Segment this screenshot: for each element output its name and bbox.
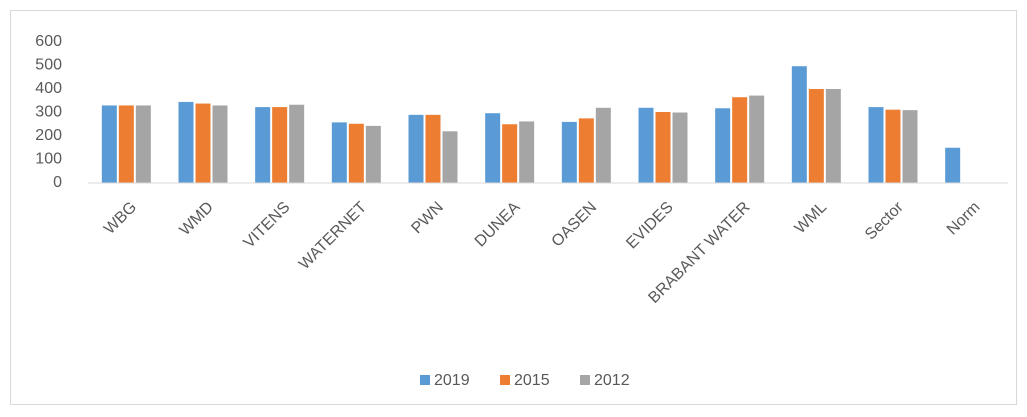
bar bbox=[289, 104, 305, 183]
y-tick-label: 0 bbox=[53, 174, 62, 191]
bar bbox=[348, 123, 364, 183]
legend-swatch bbox=[420, 375, 430, 385]
bar bbox=[135, 105, 151, 183]
bar bbox=[885, 109, 901, 183]
y-tick-label: 400 bbox=[35, 80, 62, 97]
bar bbox=[749, 95, 765, 183]
y-tick-label: 200 bbox=[35, 127, 62, 144]
bar bbox=[578, 118, 594, 183]
bar bbox=[672, 112, 688, 183]
y-tick-label: 500 bbox=[35, 57, 62, 74]
bar bbox=[732, 97, 748, 183]
bar bbox=[485, 113, 501, 183]
bar bbox=[118, 105, 134, 183]
bar bbox=[808, 89, 824, 183]
chart-border bbox=[10, 10, 1017, 405]
legend-label: 2012 bbox=[594, 372, 630, 389]
bar bbox=[408, 114, 424, 183]
legend-swatch bbox=[500, 375, 510, 385]
bar bbox=[425, 114, 441, 183]
bar bbox=[178, 101, 194, 183]
bar bbox=[825, 89, 841, 183]
y-tick-label: 300 bbox=[35, 104, 62, 121]
y-tick-label: 100 bbox=[35, 151, 62, 168]
bar bbox=[502, 124, 518, 183]
bar bbox=[791, 66, 807, 183]
y-tick-label: 600 bbox=[35, 33, 62, 50]
bar bbox=[945, 147, 961, 183]
bar bbox=[595, 107, 611, 183]
bar bbox=[638, 107, 654, 183]
bar bbox=[868, 107, 884, 183]
bar bbox=[442, 131, 458, 183]
bar bbox=[715, 108, 731, 183]
bar bbox=[519, 121, 535, 183]
bar bbox=[101, 105, 117, 183]
legend-label: 2019 bbox=[434, 372, 470, 389]
legend-label: 2015 bbox=[514, 372, 550, 389]
bar bbox=[902, 110, 918, 183]
bar bbox=[365, 125, 381, 183]
bar bbox=[195, 103, 211, 183]
bar bbox=[655, 112, 671, 183]
bar bbox=[212, 105, 228, 183]
legend-swatch bbox=[580, 375, 590, 385]
bar bbox=[272, 107, 288, 183]
bar bbox=[331, 122, 347, 183]
bar bbox=[561, 121, 577, 183]
bar bbox=[255, 107, 271, 183]
